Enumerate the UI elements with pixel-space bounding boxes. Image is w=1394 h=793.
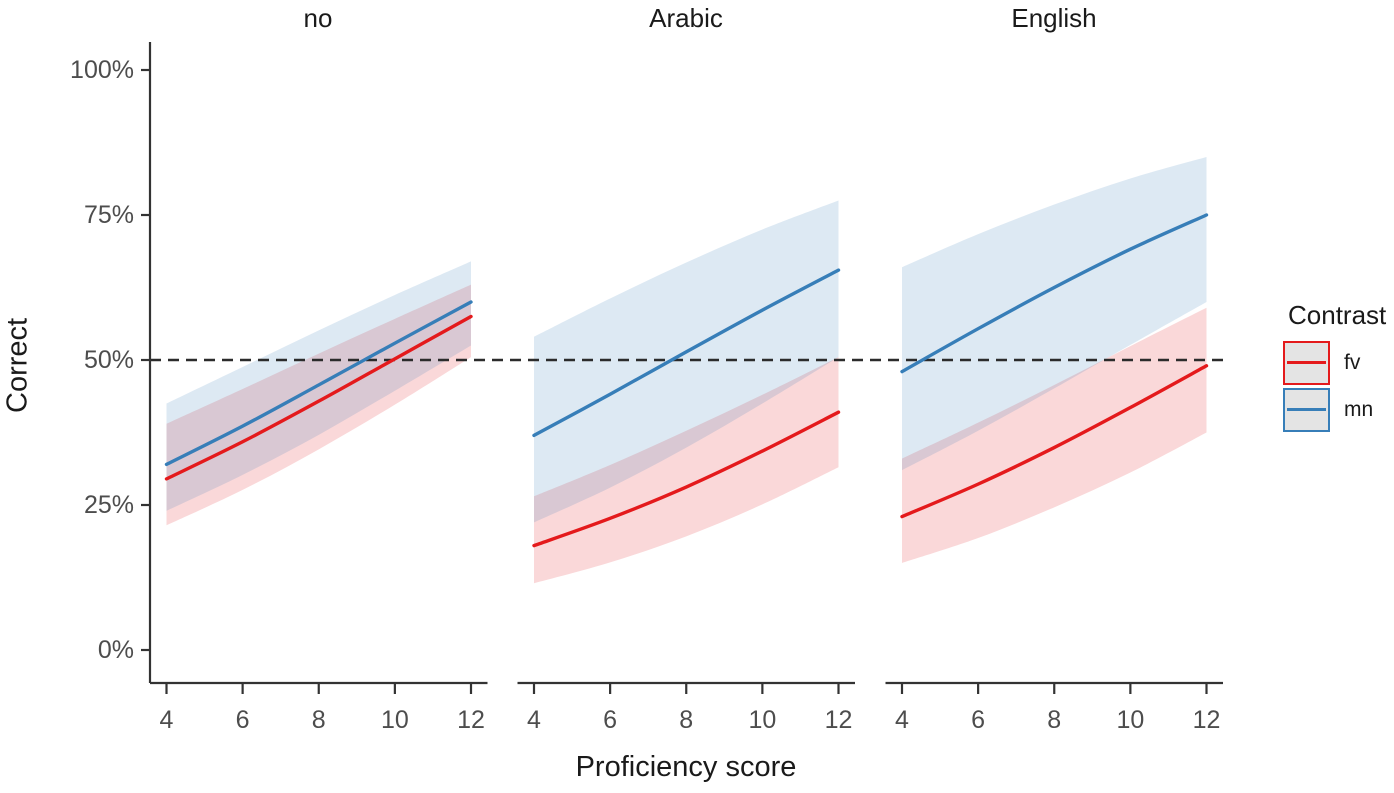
legend: Contrast fv mn xyxy=(1283,300,1394,434)
fit-line-mn-Arabic xyxy=(532,268,841,438)
legend-title: Contrast xyxy=(1288,300,1387,330)
ci-ribbon-mn-English xyxy=(902,157,1207,471)
ci-ribbon-fv-Arabic xyxy=(534,357,839,584)
legend-swatch-fv-icon xyxy=(1283,340,1330,385)
x-axis-title: Proficiency score xyxy=(575,751,797,783)
x-tick-label: 4 xyxy=(895,706,909,734)
x-tick-label: 8 xyxy=(1047,706,1061,734)
facet-label-no: no xyxy=(303,3,333,33)
x-tick-label: 6 xyxy=(971,706,985,734)
x-tick-label: 10 xyxy=(381,706,409,734)
fit-line-fv-English xyxy=(900,364,1209,519)
x-tick-label: 12 xyxy=(825,706,853,734)
ci-ribbon-mn-Arabic xyxy=(534,200,839,523)
y-tick-label: 100% xyxy=(70,56,134,84)
legend-swatch-line-mn xyxy=(1287,408,1326,411)
facet-label-english: English xyxy=(1011,3,1097,33)
legend-swatch-mn-icon xyxy=(1283,387,1330,432)
y-tick-label: 50% xyxy=(84,346,134,374)
fit-line-fv-no xyxy=(164,314,473,481)
legend-label-fv: fv xyxy=(1344,350,1361,374)
x-tick-label: 8 xyxy=(679,706,693,734)
facet-label-arabic: Arabic xyxy=(649,3,723,33)
x-tick-label: 4 xyxy=(527,706,541,734)
legend-swatch-line-fv xyxy=(1287,361,1326,364)
x-tick-label: 6 xyxy=(236,706,250,734)
fit-line-fv-Arabic xyxy=(532,410,841,548)
fit-line-mn-English xyxy=(900,213,1209,374)
x-tick-label: 4 xyxy=(160,706,174,734)
x-tick-label: 10 xyxy=(748,706,776,734)
y-tick-label: 0% xyxy=(98,636,134,664)
x-tick-label: 12 xyxy=(1193,706,1221,734)
x-tick-label: 10 xyxy=(1116,706,1144,734)
legend-key-fv: fv xyxy=(1283,340,1394,385)
x-tick-label: 6 xyxy=(603,706,617,734)
x-tick-label: 8 xyxy=(312,706,326,734)
ci-ribbon-fv-English xyxy=(902,307,1207,563)
y-tick-label: 75% xyxy=(84,201,134,229)
y-tick-label: 25% xyxy=(84,491,134,519)
legend-key-mn: mn xyxy=(1283,387,1394,432)
y-axis-title: Correct xyxy=(1,317,34,413)
x-tick-label: 12 xyxy=(457,706,485,734)
legend-label-mn: mn xyxy=(1344,397,1374,421)
fit-line-mn-no xyxy=(164,300,473,467)
